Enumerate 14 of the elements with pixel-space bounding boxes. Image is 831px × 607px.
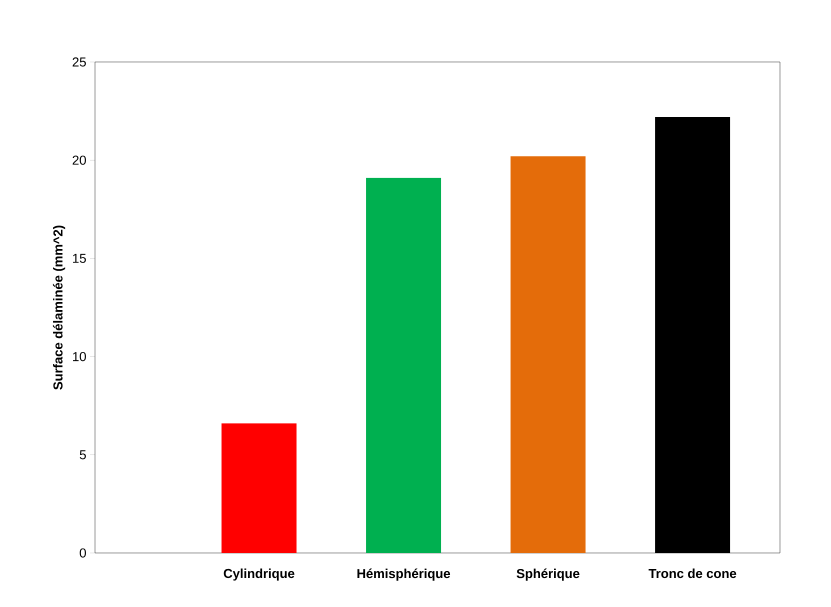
- y-tick-label: 20: [72, 156, 86, 165]
- y-tick-label: 15: [73, 254, 86, 263]
- y-tick-label: 5: [80, 450, 86, 460]
- x-tick-label: Hémisphérique: [357, 568, 450, 581]
- y-tick-label: 10: [73, 352, 86, 362]
- x-tick-label: Cylindrique: [224, 568, 294, 581]
- y-tick-label: 0: [80, 548, 86, 558]
- x-tick-label: Tronc de cone: [648, 568, 736, 578]
- y-tick-label: 25: [72, 57, 86, 67]
- y-axis-title: Surface délaminée (mm^2): [52, 226, 66, 390]
- bar: [222, 423, 297, 553]
- x-tick-label: Sphérique: [516, 568, 580, 581]
- bar: [366, 178, 442, 553]
- bar: [510, 156, 586, 553]
